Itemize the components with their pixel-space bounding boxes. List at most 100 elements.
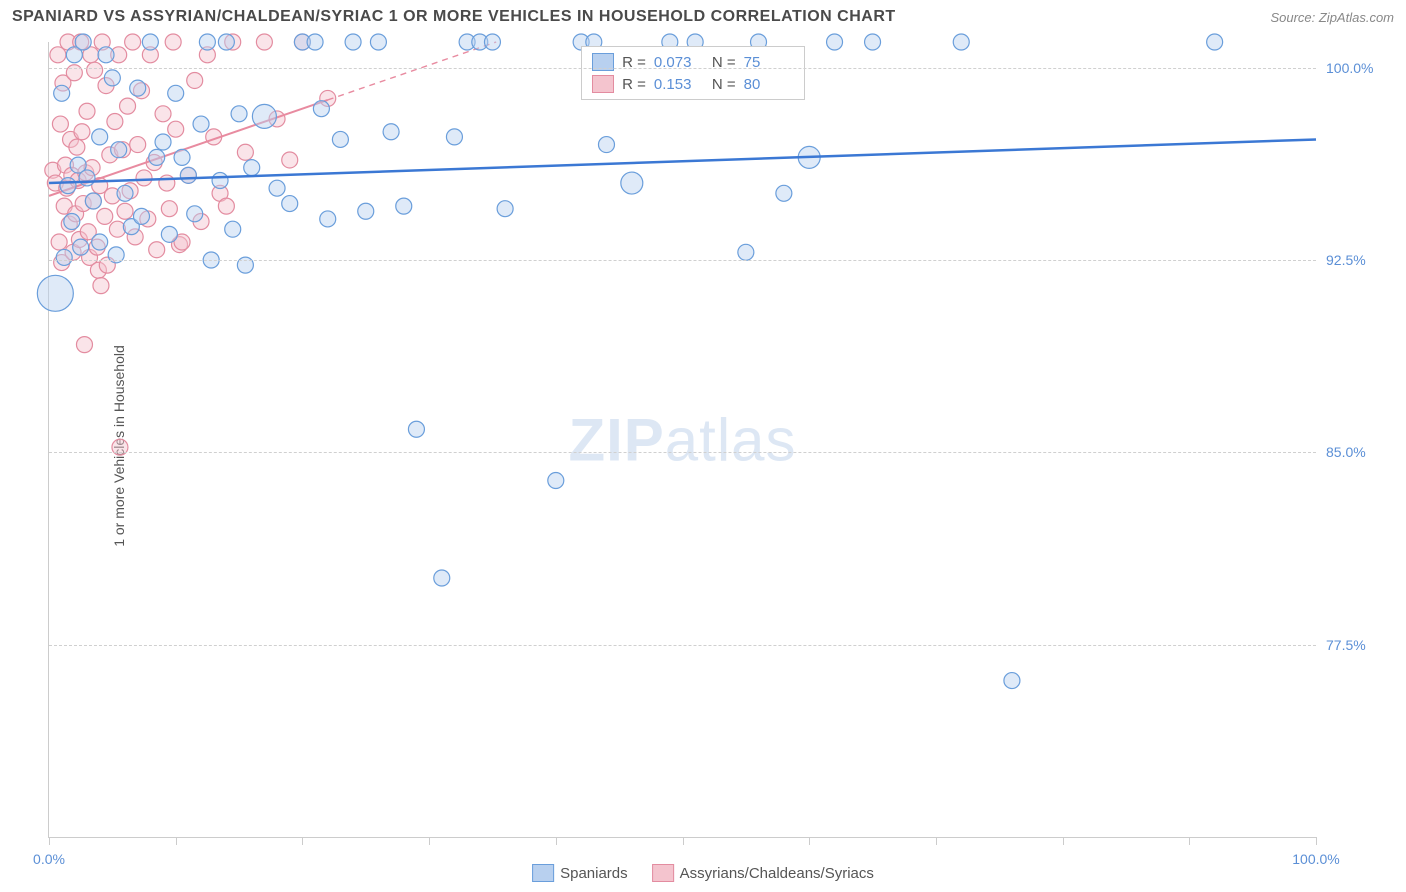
point-spaniards: [218, 34, 234, 50]
gridline: [49, 260, 1316, 261]
point-spaniards: [149, 149, 165, 165]
point-spaniards: [180, 167, 196, 183]
point-spaniards: [212, 172, 228, 188]
plot-svg: [49, 42, 1316, 837]
point-acs: [51, 234, 67, 250]
legend-item-spaniards: Spaniards: [532, 864, 628, 882]
point-spaniards: [225, 221, 241, 237]
gridline: [49, 645, 1316, 646]
point-spaniards: [174, 149, 190, 165]
point-acs: [74, 124, 90, 140]
point-spaniards: [155, 134, 171, 150]
point-spaniards: [117, 185, 133, 201]
point-spaniards: [408, 421, 424, 437]
point-spaniards: [383, 124, 399, 140]
point-spaniards: [497, 201, 513, 217]
point-acs: [107, 114, 123, 130]
x-tick: [49, 837, 50, 845]
x-tick-label: 0.0%: [33, 851, 65, 867]
point-spaniards: [193, 116, 209, 132]
swatch-acs-icon: [592, 75, 614, 93]
point-acs: [149, 242, 165, 258]
point-spaniards: [75, 34, 91, 50]
point-spaniards: [60, 178, 76, 194]
point-acs: [187, 72, 203, 88]
stats-row-acs: R = 0.153 N = 80: [592, 73, 794, 95]
stats-row-spaniards: R = 0.073 N = 75: [592, 51, 794, 73]
point-spaniards: [1004, 673, 1020, 689]
point-spaniards: [92, 129, 108, 145]
point-acs: [136, 170, 152, 186]
legend-swatch-spaniards-icon: [532, 864, 554, 882]
point-spaniards: [85, 193, 101, 209]
point-spaniards: [598, 137, 614, 153]
point-spaniards: [199, 34, 215, 50]
chart-header: SPANIARD VS ASSYRIAN/CHALDEAN/SYRIAC 1 O…: [12, 8, 1394, 26]
point-acs: [117, 203, 133, 219]
point-acs: [168, 121, 184, 137]
point-spaniards: [370, 34, 386, 50]
point-spaniards: [332, 131, 348, 147]
point-acs: [155, 106, 171, 122]
trendline-dash-acs: [328, 42, 496, 100]
point-spaniards: [269, 180, 285, 196]
y-tick-label: 85.0%: [1326, 444, 1386, 460]
point-spaniards: [133, 208, 149, 224]
trendline-spaniards: [49, 139, 1316, 183]
r-label: R =: [622, 76, 646, 93]
point-acs: [282, 152, 298, 168]
point-acs: [237, 144, 253, 160]
point-spaniards: [738, 244, 754, 260]
point-acs: [97, 208, 113, 224]
x-tick-label: 100.0%: [1292, 851, 1339, 867]
point-spaniards: [73, 239, 89, 255]
point-acs: [165, 34, 181, 50]
point-acs: [125, 34, 141, 50]
point-acs: [256, 34, 272, 50]
point-acs: [69, 139, 85, 155]
point-spaniards: [548, 473, 564, 489]
point-spaniards: [484, 34, 500, 50]
point-spaniards: [827, 34, 843, 50]
point-acs: [159, 175, 175, 191]
legend-label-acs: Assyrians/Chaldeans/Syriacs: [680, 865, 874, 882]
point-spaniards: [37, 275, 73, 311]
point-spaniards: [92, 234, 108, 250]
point-spaniards: [130, 80, 146, 96]
point-acs: [76, 337, 92, 353]
x-tick: [302, 837, 303, 845]
point-acs: [120, 98, 136, 114]
x-tick: [1063, 837, 1064, 845]
x-tick: [936, 837, 937, 845]
x-tick: [556, 837, 557, 845]
n-value-acs: 80: [744, 76, 794, 93]
point-spaniards: [621, 172, 643, 194]
point-spaniards: [161, 226, 177, 242]
gridline: [49, 452, 1316, 453]
x-tick: [683, 837, 684, 845]
point-acs: [218, 198, 234, 214]
point-acs: [93, 278, 109, 294]
point-acs: [79, 103, 95, 119]
point-spaniards: [396, 198, 412, 214]
point-acs: [130, 137, 146, 153]
r-value-acs: 0.153: [654, 76, 704, 93]
point-spaniards: [104, 70, 120, 86]
point-spaniards: [320, 211, 336, 227]
point-spaniards: [98, 47, 114, 63]
point-spaniards: [111, 142, 127, 158]
point-acs: [87, 62, 103, 78]
point-spaniards: [313, 101, 329, 117]
point-spaniards: [776, 185, 792, 201]
x-tick: [1189, 837, 1190, 845]
point-spaniards: [252, 104, 276, 128]
point-spaniards: [244, 160, 260, 176]
y-tick-label: 77.5%: [1326, 637, 1386, 653]
point-spaniards: [345, 34, 361, 50]
legend-label-spaniards: Spaniards: [560, 865, 628, 882]
point-spaniards: [142, 34, 158, 50]
point-spaniards: [865, 34, 881, 50]
y-tick-label: 100.0%: [1326, 60, 1386, 76]
chart-source: Source: ZipAtlas.com: [1270, 10, 1394, 25]
point-spaniards: [64, 214, 80, 230]
